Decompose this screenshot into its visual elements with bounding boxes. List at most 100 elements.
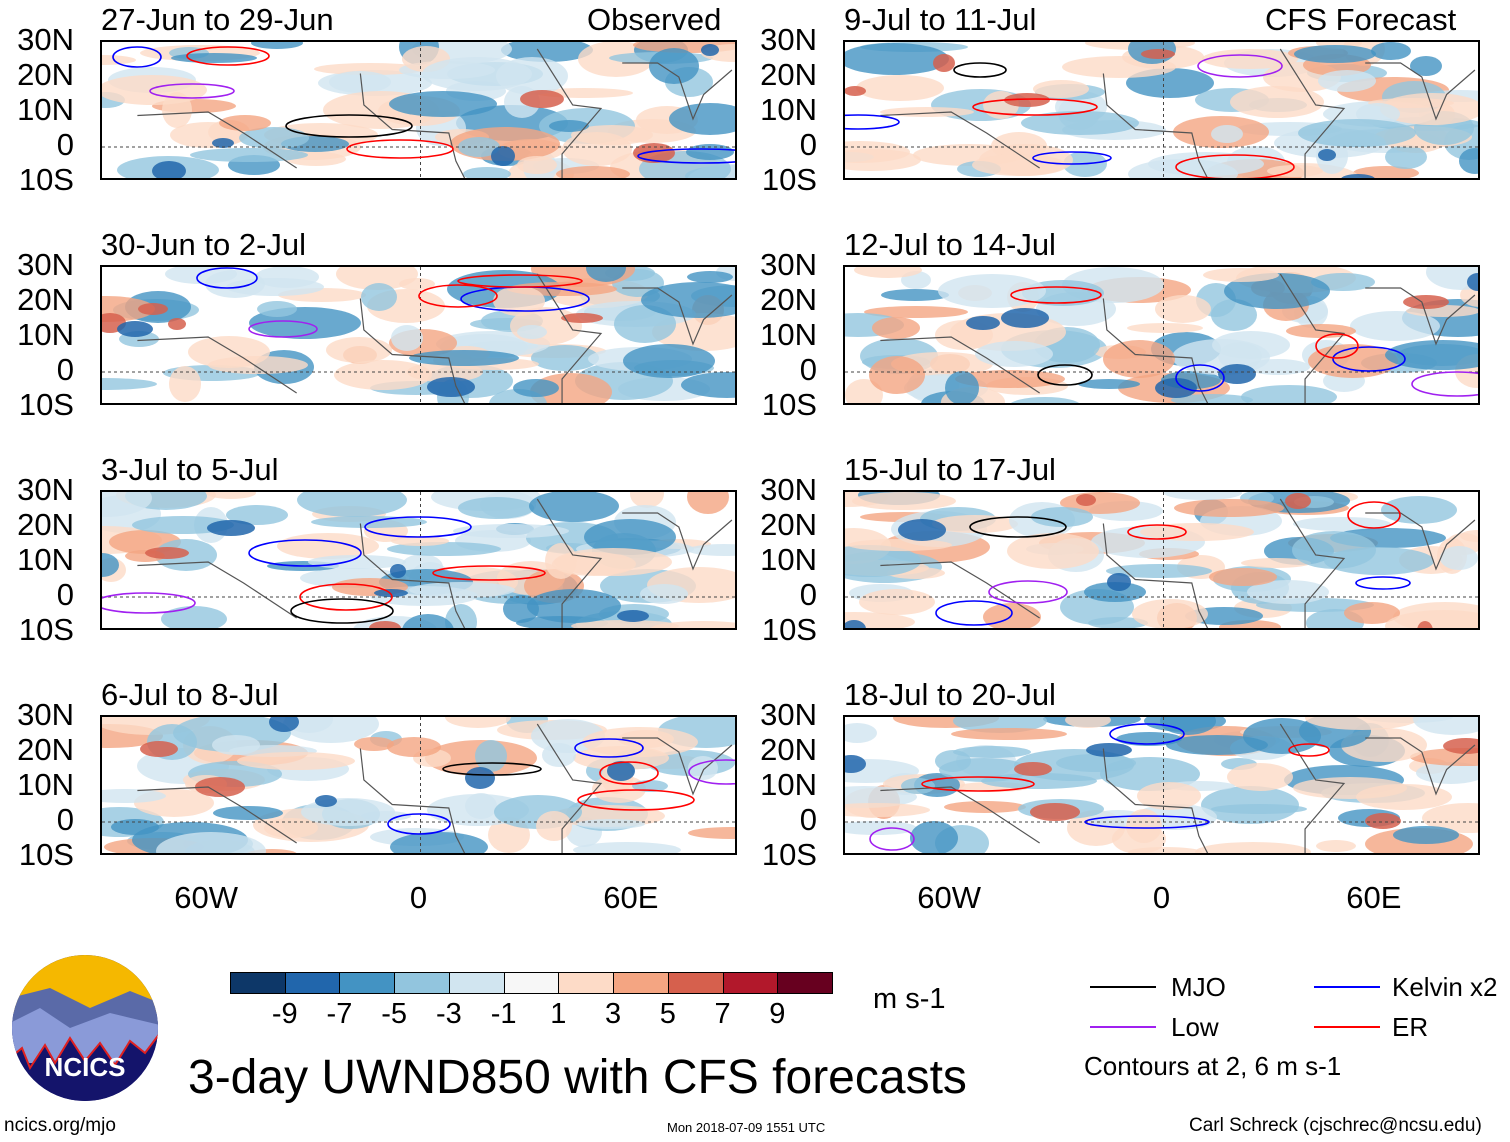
map-panel (100, 490, 737, 630)
anomaly-shading (856, 75, 944, 101)
wave-contour (299, 583, 393, 611)
anomaly-shading (1202, 49, 1298, 69)
anomaly-shading-strong (212, 138, 234, 148)
anomaly-shading (326, 337, 392, 363)
anomaly-shading (458, 497, 534, 519)
lat-label: 30N (760, 22, 817, 57)
anomaly-shading (953, 746, 1031, 758)
anomaly-shading (1103, 340, 1175, 378)
anomaly-shading (102, 492, 152, 517)
coastline (137, 273, 733, 403)
anomaly-shading (845, 803, 930, 817)
anomaly-shading-strong (701, 44, 719, 56)
colorbar-label: 5 (659, 998, 676, 1030)
anomaly-shading (869, 356, 925, 394)
lat-label: 0 (56, 802, 74, 837)
anomaly-shading (845, 43, 949, 75)
anomaly-shading (1371, 42, 1411, 60)
lat-label: 30N (760, 247, 817, 282)
anomaly-shading (1132, 599, 1208, 628)
anomaly-shading (361, 283, 397, 311)
anomaly-shading (1160, 717, 1216, 735)
anomaly-shading (1422, 803, 1478, 833)
anomaly-shading (852, 492, 956, 510)
colorbar-swatch (339, 972, 396, 994)
colorbar-label: -1 (490, 998, 517, 1030)
anomaly-shading-strong (138, 303, 168, 315)
anomaly-shading (845, 786, 917, 808)
anomaly-shading (102, 75, 207, 105)
wave-contour (921, 776, 1035, 792)
anomaly-shading (681, 372, 735, 398)
lat-label: 20N (17, 57, 74, 92)
anomaly-shading (549, 120, 589, 132)
anomaly-shading (1021, 111, 1139, 135)
anomaly-shading (880, 107, 974, 117)
anomaly-shading (219, 115, 271, 131)
anomaly-shading (1211, 125, 1243, 143)
lat-label: 20N (760, 282, 817, 317)
legend-label-kelvin: Kelvin x2 (1392, 972, 1498, 1002)
map-panel (100, 715, 737, 855)
panel-title: 18-Jul to 20-Jul (844, 677, 1056, 712)
lat-label: 10S (761, 387, 817, 422)
footer-timestamp: Mon 2018-07-09 1551 UTC (667, 1120, 826, 1135)
anomaly-shading (190, 148, 308, 162)
colorbar-swatch (448, 972, 505, 994)
lat-label: 30N (760, 697, 817, 732)
colorbar-swatch (230, 972, 286, 994)
anomaly-shading-strong (427, 377, 475, 397)
lat-label: 20N (17, 282, 74, 317)
lat-label: 10S (18, 162, 74, 197)
anomaly-shading (1440, 546, 1478, 570)
wave-contour (196, 267, 258, 289)
colorbar-label: -3 (436, 998, 462, 1030)
wave-contour (688, 759, 735, 785)
anomaly-shading (938, 274, 1046, 308)
anomaly-shading-strong (1467, 273, 1478, 291)
wave-contour (248, 539, 362, 567)
lat-label: 0 (799, 127, 817, 162)
anomaly-shading (641, 282, 735, 318)
anomaly-shading (530, 373, 612, 403)
anomaly-shading (156, 832, 266, 853)
anomaly-shading (1393, 826, 1459, 844)
anomaly-shading (1211, 299, 1257, 331)
lon-label: 0 (1152, 880, 1171, 915)
anomaly-shading (1385, 145, 1427, 169)
wave-contour (149, 83, 235, 99)
anomaly-shading-strong (966, 316, 1000, 330)
footer-author: Carl Schreck (cjschrec@ncsu.edu) (1189, 1115, 1482, 1136)
anomaly-shading (173, 717, 291, 752)
anomaly-shading-strong (1086, 743, 1132, 757)
legend-note: Contours at 2, 6 m s-1 (1084, 1051, 1342, 1081)
anomaly-shading (1166, 735, 1268, 755)
lat-label: 30N (760, 472, 817, 507)
lat-label: 10N (17, 317, 74, 352)
anomaly-shading (213, 806, 283, 820)
anomaly-shading (848, 539, 952, 551)
anomaly-shading (237, 752, 355, 770)
map-panel (100, 40, 737, 180)
anomaly-shading (493, 286, 545, 316)
anomaly-shading (688, 756, 718, 780)
anomaly-shading (391, 325, 423, 351)
anomaly-shading (1356, 784, 1452, 810)
ncics-logo: NCICS (10, 953, 160, 1108)
header-cfs-forecast: CFS Forecast (1265, 2, 1457, 37)
anomaly-shading (1209, 568, 1277, 586)
anomaly-shading (586, 267, 626, 282)
anomaly-shading-strong (1155, 378, 1197, 398)
legend-line-kelvin (1314, 986, 1380, 988)
coastline (880, 273, 1476, 403)
map-panel (100, 265, 737, 405)
wave-contour (972, 98, 1098, 116)
lat-label: 20N (760, 57, 817, 92)
legend-line-er (1314, 1026, 1380, 1028)
anomaly-shading (165, 267, 237, 284)
anomaly-shading-strong (168, 318, 186, 330)
anomaly-shading (226, 505, 288, 525)
lon-label: 0 (409, 880, 428, 915)
wave-contour (387, 813, 451, 835)
wave-contour (457, 274, 583, 288)
